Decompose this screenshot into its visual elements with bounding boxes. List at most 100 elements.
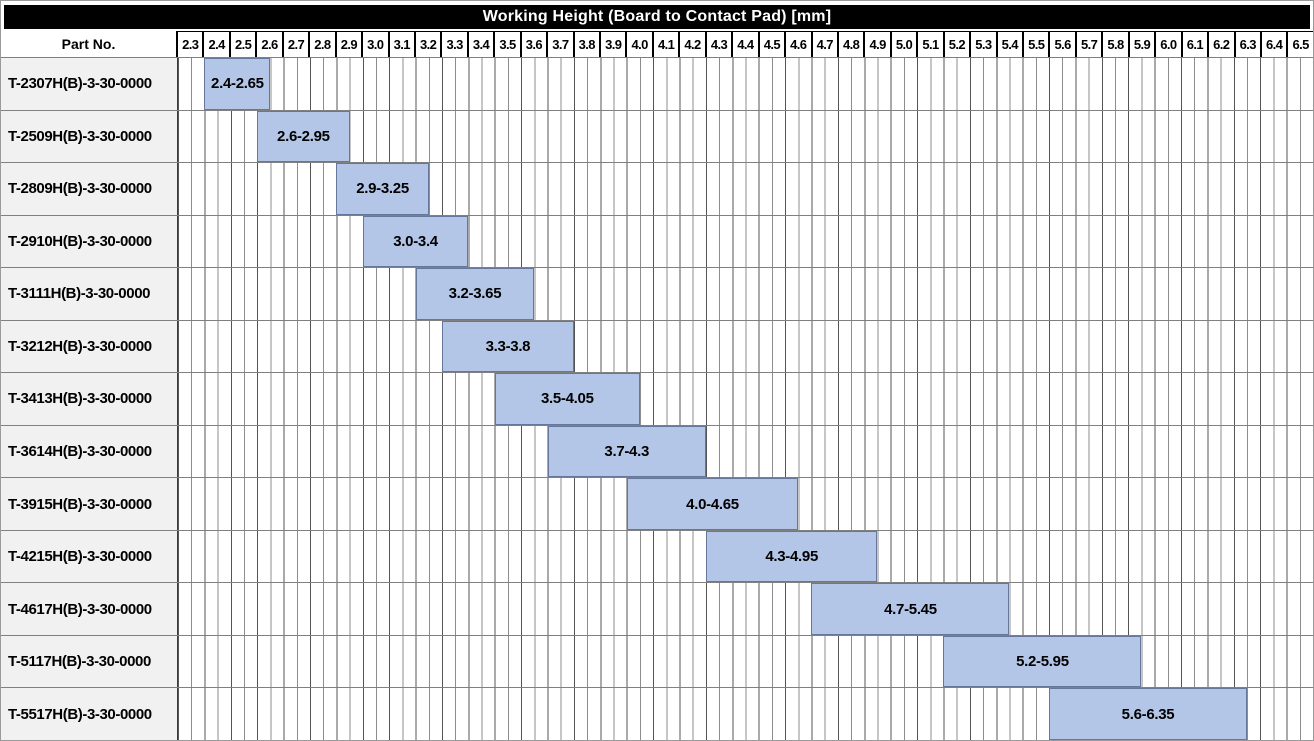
rows-container: T-2307H(B)-3-30-0000 2.4-2.65 T-2509H(B)-3… (1, 57, 1313, 740)
tick-label: 3.9 (599, 32, 625, 57)
range-bar: 3.2-3.65 (415, 268, 535, 320)
tick-label: 3.1 (387, 32, 414, 57)
row-grid: 3.5-4.05 (178, 373, 1313, 425)
tick-label: 2.6 (255, 32, 281, 57)
tick-label: 4.8 (836, 32, 863, 57)
part-number-cell: T-3413H(B)-3-30-0000 (1, 373, 178, 425)
part-number-cell: T-2307H(B)-3-30-0000 (1, 58, 178, 110)
range-bar: 4.0-4.65 (626, 478, 799, 530)
part-no-header: Part No. (1, 31, 178, 57)
row-grid: 3.3-3.8 (178, 320, 1313, 373)
tick-label: 6.4 (1259, 32, 1286, 57)
range-bar: 4.3-4.95 (705, 530, 878, 583)
tick-label: 2.7 (281, 32, 308, 57)
tick-header-container: 2.3 2.4 2.5 2.6 2.7 2.8 2.9 3.0 3.1 3.2 3.3 3.4 3.5 3… (178, 31, 1313, 57)
range-bar: 3.7-4.3 (547, 425, 706, 478)
tick-label: 3.2 (413, 32, 440, 57)
row-grid: 3.2-3.65 (178, 268, 1313, 320)
table-row: T-2509H(B)-3-30-0000 2.6-2.95 (1, 109, 1313, 163)
range-bar: 5.6-6.35 (1049, 688, 1247, 740)
tick-label: 5.1 (916, 32, 942, 57)
part-number-cell: T-4617H(B)-3-30-0000 (1, 583, 178, 635)
table-row: T-3413H(B)-3-30-0000 3.5-4.05 (1, 372, 1313, 425)
table-row: T-3111H(B)-3-30-0000 3.2-3.65 (1, 267, 1313, 320)
tick-label: 4.9 (863, 32, 889, 57)
table-row: T-5117H(B)-3-30-0000 5.2-5.95 (1, 634, 1313, 688)
tick-label: 4.0 (625, 32, 651, 57)
part-number-cell: T-3614H(B)-3-30-0000 (1, 425, 178, 478)
tick-label: 2.9 (334, 32, 361, 57)
part-number-cell: T-3212H(B)-3-30-0000 (1, 320, 178, 373)
range-bar: 3.3-3.8 (441, 320, 574, 373)
tick-label: 6.0 (1154, 32, 1180, 57)
part-number-cell: T-4215H(B)-3-30-0000 (1, 530, 178, 583)
tick-label: 6.2 (1207, 32, 1233, 57)
row-grid: 5.2-5.95 (178, 635, 1313, 688)
part-number-cell: T-3915H(B)-3-30-0000 (1, 478, 178, 530)
tick-label: 5.6 (1048, 32, 1074, 57)
row-grid: 4.0-4.65 (178, 478, 1313, 530)
tick-label: 3.3 (440, 32, 466, 57)
part-number-cell: T-2910H(B)-3-30-0000 (1, 215, 178, 268)
tick-label: 2.8 (308, 32, 334, 57)
table-row: T-4617H(B)-3-30-0000 4.7-5.45 (1, 582, 1313, 635)
row-grid: 4.3-4.95 (178, 530, 1313, 583)
table-row: T-2910H(B)-3-30-0000 3.0-3.4 (1, 214, 1313, 268)
table-row: T-2809H(B)-3-30-0000 2.9-3.25 (1, 162, 1313, 215)
tick-label: 4.1 (651, 32, 678, 57)
tick-label: 3.6 (519, 32, 546, 57)
tick-label: 4.2 (678, 32, 704, 57)
table-row: T-2307H(B)-3-30-0000 2.4-2.65 (1, 57, 1313, 110)
tick-label: 3.5 (493, 32, 519, 57)
tick-label: 4.3 (704, 32, 731, 57)
row-grid: 2.4-2.65 (178, 58, 1313, 110)
part-number-cell: T-5517H(B)-3-30-0000 (1, 688, 178, 740)
row-grid: 2.9-3.25 (178, 163, 1313, 215)
tick-label: 6.5 (1286, 32, 1312, 57)
table-row: T-3212H(B)-3-30-0000 3.3-3.8 (1, 319, 1313, 373)
tick-label: 5.0 (889, 32, 916, 57)
part-number-cell: T-2809H(B)-3-30-0000 (1, 163, 178, 215)
tick-label: 4.5 (757, 32, 784, 57)
part-number-cell: T-2509H(B)-3-30-0000 (1, 110, 178, 163)
range-bar: 5.2-5.95 (943, 635, 1142, 688)
row-grid: 3.0-3.4 (178, 215, 1313, 268)
row-grid: 4.7-5.45 (178, 583, 1313, 635)
tick-label: 3.4 (466, 32, 493, 57)
tick-label: 4.7 (810, 32, 837, 57)
tick-label: 4.4 (731, 32, 757, 57)
header-row: Part No. 2.3 2.4 2.5 2.6 2.7 2.8 2.9 3.0 3.1 3.2 3… (1, 31, 1313, 57)
table-row: T-3614H(B)-3-30-0000 3.7-4.3 (1, 424, 1313, 478)
tick-label: 5.2 (942, 32, 969, 57)
range-bar: 3.5-4.05 (494, 373, 640, 425)
tick-label: 5.8 (1101, 32, 1127, 57)
row-grid: 5.6-6.35 (178, 688, 1313, 740)
tick-label: 5.5 (1022, 32, 1048, 57)
range-bar: 2.4-2.65 (204, 58, 271, 110)
tick-label: 3.7 (546, 32, 572, 57)
table-row: T-3915H(B)-3-30-0000 4.0-4.65 (1, 477, 1313, 530)
tick-label: 3.0 (361, 32, 387, 57)
tick-label: 5.7 (1074, 32, 1101, 57)
tick-label: 2.5 (228, 32, 255, 57)
range-bar: 3.0-3.4 (362, 215, 469, 268)
range-bar: 2.6-2.95 (257, 110, 350, 163)
row-grid: 2.6-2.95 (178, 110, 1313, 163)
tick-label: 2.3 (182, 37, 199, 52)
tick-label: 4.6 (784, 32, 810, 57)
tick-label: 5.9 (1127, 32, 1154, 57)
part-number-cell: T-5117H(B)-3-30-0000 (1, 635, 178, 688)
range-bar: 2.9-3.25 (336, 163, 429, 215)
table-row: T-4215H(B)-3-30-0000 4.3-4.95 (1, 529, 1313, 583)
table-row: T-5517H(B)-3-30-0000 5.6-6.35 (1, 687, 1313, 740)
part-number-cell: T-3111H(B)-3-30-0000 (1, 268, 178, 320)
tick-label: 6.1 (1180, 32, 1207, 57)
row-grid: 3.7-4.3 (178, 425, 1313, 478)
chart-title: Working Height (Board to Contact Pad) [m… (4, 5, 1310, 29)
range-bar: 4.7-5.45 (811, 583, 1010, 635)
tick-label: 3.8 (572, 32, 599, 57)
tick-label: 5.3 (969, 32, 995, 57)
tick-label: 2.4 (202, 32, 228, 57)
tick-label: 6.3 (1233, 32, 1260, 57)
